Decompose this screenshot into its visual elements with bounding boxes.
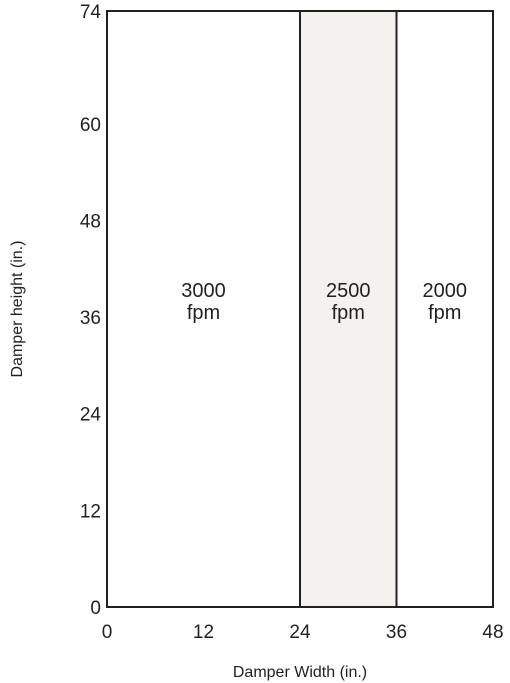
y-tick-label-3: 36 bbox=[80, 308, 101, 329]
x-axis-title: Damper Width (in.) bbox=[233, 664, 367, 681]
region-band-1 bbox=[300, 11, 397, 607]
region-label-value-2: 2000 bbox=[423, 280, 468, 302]
x-tick-label-1: 12 bbox=[193, 622, 214, 643]
y-tick-label-0: 0 bbox=[90, 598, 101, 619]
y-tick-label-5: 60 bbox=[80, 115, 101, 136]
region-label-unit-2: fpm bbox=[428, 302, 461, 324]
y-tick-label-2: 24 bbox=[80, 405, 102, 426]
region-label-value-1: 2500 bbox=[326, 280, 371, 302]
velocity-regions bbox=[107, 11, 493, 607]
y-axis-title: Damper height (in.) bbox=[9, 241, 26, 378]
x-tick-label-2: 24 bbox=[289, 622, 311, 643]
x-tick-label-0: 0 bbox=[102, 622, 113, 643]
region-band-2 bbox=[396, 11, 493, 607]
y-tick-label-6: 74 bbox=[80, 2, 102, 23]
x-tick-label-4: 48 bbox=[482, 622, 503, 643]
x-axis-ticks: 0 12 24 36 48 bbox=[102, 622, 504, 643]
y-tick-label-4: 48 bbox=[80, 211, 101, 232]
region-label-value-0: 3000 bbox=[181, 280, 226, 302]
y-tick-label-1: 12 bbox=[80, 501, 101, 522]
region-label-unit-1: fpm bbox=[332, 302, 365, 324]
x-tick-label-3: 36 bbox=[386, 622, 407, 643]
region-label-unit-0: fpm bbox=[187, 302, 220, 324]
y-axis-ticks: 0 12 24 36 48 60 74 bbox=[80, 2, 102, 619]
region-band-0 bbox=[107, 11, 300, 607]
plot-frame bbox=[106, 10, 494, 608]
